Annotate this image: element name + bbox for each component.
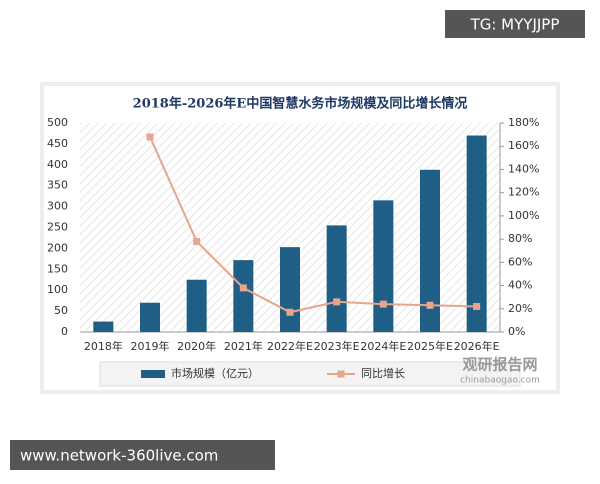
x-tick-label: 2020年: [177, 339, 216, 353]
line: [149, 136, 477, 314]
y-tick-label: 0: [61, 325, 68, 338]
bar: [466, 135, 487, 332]
brand-url: chinabaogao.com: [460, 376, 540, 386]
y2-tick-label: 100%: [508, 209, 539, 222]
y2-tick-label: 120%: [508, 186, 539, 199]
x-tick-label: 2021年: [224, 339, 263, 353]
y-tick-label: 100: [47, 283, 68, 296]
bar: [326, 225, 347, 332]
y2-tick-label: 160%: [508, 139, 539, 152]
y-tick-label: 400: [47, 158, 68, 171]
line-marker: [193, 237, 201, 245]
y2-tick-label: 80%: [508, 232, 532, 245]
y2-tick-label: 40%: [508, 279, 532, 292]
y2-tick-label: 140%: [508, 162, 539, 175]
x-tick-label: 2026年E: [454, 339, 500, 353]
line-marker: [333, 298, 341, 306]
bar: [140, 302, 160, 332]
y-tick-label: 350: [47, 179, 68, 192]
y2-tick-label: 20%: [508, 302, 532, 315]
y2-tick-label: 180%: [508, 116, 539, 129]
legend-label: 市场规模（亿元）: [171, 366, 259, 380]
line-marker: [146, 133, 154, 141]
watermark-box: [10, 440, 275, 470]
y-tick-label: 150: [47, 262, 68, 275]
legend-label: 同比增长: [361, 366, 405, 380]
y-tick-label: 300: [47, 200, 68, 213]
watermark-box: [445, 10, 585, 38]
bar: [420, 169, 440, 332]
y-tick-label: 50: [54, 304, 68, 317]
x-tick-label: 2018年: [84, 339, 123, 353]
bar: [233, 260, 254, 332]
line-marker: [426, 301, 434, 309]
x-tick-label: 2024年E: [360, 339, 406, 353]
legend-swatch: [337, 370, 345, 378]
y2-tick-label: 60%: [508, 255, 532, 268]
x-tick-label: 2023年E: [314, 339, 360, 353]
brand-text: 观研报告网: [462, 356, 537, 374]
watermark-text: TG: MYYJJPP: [470, 16, 560, 34]
bar: [373, 200, 394, 332]
legend-swatch: [141, 370, 165, 378]
bar: [280, 247, 300, 332]
bar: [93, 321, 114, 332]
x-tick-label: 2019年: [131, 339, 170, 353]
legend-box: [99, 361, 521, 387]
line-marker: [286, 308, 294, 316]
y-tick-label: 250: [47, 221, 68, 234]
bar: [186, 279, 207, 332]
chart-title: 2018年-2026年E中国智慧水务市场规模及同比增长情况: [133, 96, 468, 112]
line-marker: [379, 300, 387, 308]
line-marker: [239, 284, 247, 292]
x-tick-label: 2025年E: [407, 339, 453, 353]
watermark-text: www.network-360live.com: [20, 447, 218, 465]
x-tick-label: 2022年E: [267, 339, 313, 353]
y-tick-label: 200: [47, 241, 68, 254]
y-tick-label: 450: [47, 137, 68, 150]
line-marker: [473, 302, 481, 310]
y2-tick-label: 0%: [508, 325, 525, 338]
y-tick-label: 500: [47, 116, 68, 129]
